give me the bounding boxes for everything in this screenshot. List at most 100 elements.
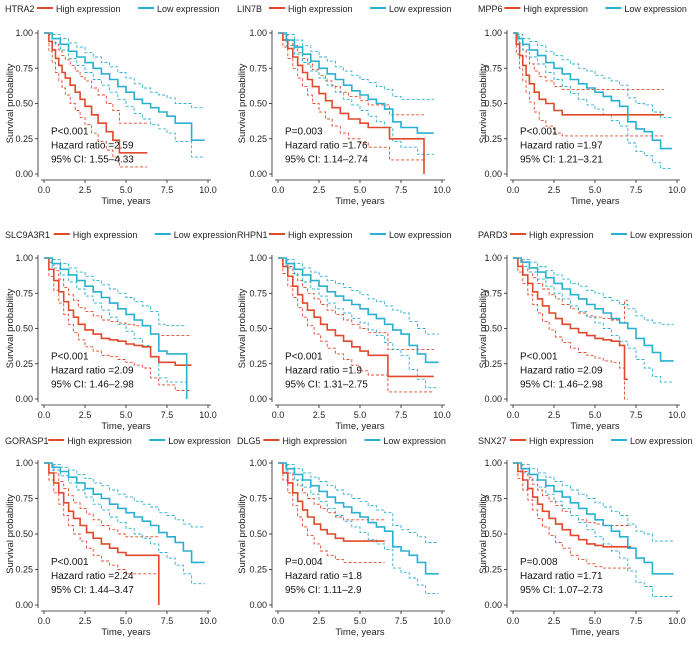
x-tick-label: 5.0	[354, 616, 367, 626]
ci-upper-high	[278, 32, 424, 116]
y-tick-label: 0.25	[484, 134, 502, 144]
x-tick-label: 2.5	[79, 616, 92, 626]
ci-lower-high	[44, 32, 148, 168]
confidence-interval: 95% CI: 1.14–2.74	[285, 155, 368, 166]
x-tick-label: 7.5	[630, 616, 643, 626]
x-tick-label: 5.0	[354, 410, 367, 420]
km-panel-lin7b: LIN7B High expression Low expression 0.00 0.…	[237, 4, 452, 207]
y-axis-label: Survival probability	[5, 288, 16, 368]
survival-curve-low	[44, 32, 205, 141]
x-tick-label: 10.0	[433, 185, 451, 195]
panel-title: RHPN1	[237, 230, 268, 240]
y-tick-label: 0.25	[15, 359, 33, 369]
x-tick-label: 7.5	[161, 616, 174, 626]
y-tick-label: 0.00	[15, 394, 33, 404]
x-axis-label: Time, years	[101, 421, 151, 432]
ci-lower-high	[278, 32, 424, 161]
y-axis-label: Survival probability	[237, 288, 248, 368]
legend-high-label: High expression	[529, 230, 594, 240]
y-tick-label: 0.00	[484, 600, 502, 610]
ci-upper-low	[513, 257, 674, 325]
y-tick-label: 0.75	[484, 494, 502, 504]
p-value: P<0.001	[520, 127, 558, 138]
panel-title: SNX27	[478, 436, 507, 446]
x-tick-label: 0.0	[272, 185, 285, 195]
survival-curve-low	[513, 462, 674, 575]
y-tick-label: 0.00	[249, 394, 267, 404]
y-tick-label: 0.25	[249, 565, 267, 575]
confidence-interval: 95% CI: 1.07–2.73	[520, 585, 603, 596]
x-tick-label: 2.5	[548, 410, 561, 420]
survival-curve-high	[513, 462, 632, 548]
hazard-ratio: Hazard ratio =1.97	[520, 141, 603, 152]
ci-upper-high	[278, 257, 434, 351]
y-tick-label: 0.25	[15, 134, 33, 144]
y-tick-label: 0.00	[484, 169, 502, 179]
y-tick-label: 0.00	[15, 169, 33, 179]
y-axis-label: Survival probability	[5, 63, 16, 143]
x-tick-label: 5.0	[120, 410, 133, 420]
panel-title: LIN7B	[237, 4, 262, 14]
x-tick-label: 0.0	[38, 185, 51, 195]
legend-low-label: Low expression	[383, 436, 446, 446]
legend-high-label: High expression	[529, 436, 594, 446]
x-tick-label: 0.0	[38, 616, 51, 626]
hazard-ratio: Hazard ratio =1.8	[285, 571, 362, 582]
km-panel-rhpn1: RHPN1 High expression Low expression 0.00 0.…	[237, 230, 452, 432]
ci-lower-high	[513, 32, 664, 137]
legend-low-label: Low expression	[630, 436, 693, 446]
ci-upper-high	[44, 32, 148, 124]
hazard-ratio: Hazard ratio =2.24	[51, 571, 134, 582]
y-tick-label: 1.00	[249, 458, 267, 468]
panel-title: DLG5	[237, 436, 261, 446]
y-axis-label: Survival probability	[237, 63, 248, 143]
ci-lower-high	[44, 257, 192, 391]
x-tick-label: 7.5	[161, 185, 174, 195]
confidence-interval: 95% CI: 1.46–2.98	[51, 380, 134, 391]
survival-curve-high	[44, 32, 148, 154]
y-tick-label: 0.75	[484, 63, 502, 73]
p-value: P<0.001	[51, 127, 89, 138]
y-tick-label: 0.75	[249, 494, 267, 504]
ci-upper-low	[278, 32, 434, 100]
x-tick-label: 10.0	[668, 616, 686, 626]
x-tick-label: 2.5	[79, 185, 92, 195]
x-axis-label: Time, years	[101, 196, 151, 207]
x-tick-label: 0.0	[38, 410, 51, 420]
x-tick-label: 10.0	[199, 616, 217, 626]
x-tick-label: 0.0	[507, 185, 520, 195]
x-tick-label: 5.0	[120, 616, 133, 626]
p-value: P=0.003	[285, 127, 323, 138]
panel-title: HTRA2	[5, 4, 35, 14]
survival-curve-high	[44, 257, 192, 366]
survival-curve-low	[513, 257, 674, 362]
legend-low-label: Low expression	[174, 230, 237, 240]
hazard-ratio: Hazard ratio =2.09	[520, 366, 603, 377]
km-panel-dlg5: DLG5 High expression Low expression 0.00 0.2…	[237, 436, 451, 638]
km-panel-gorasp1: GORASP1 High expression Low expression0.00…	[5, 436, 231, 638]
x-tick-label: 10.0	[199, 410, 217, 420]
x-tick-label: 5.0	[589, 185, 602, 195]
y-tick-label: 1.00	[484, 28, 502, 38]
x-tick-label: 2.5	[548, 185, 561, 195]
y-tick-label: 1.00	[484, 458, 502, 468]
x-tick-label: 0.0	[507, 410, 520, 420]
ci-lower-high	[44, 462, 159, 575]
survival-curve-high	[44, 462, 160, 605]
y-tick-label: 0.75	[484, 288, 502, 298]
x-tick-label: 7.5	[161, 410, 174, 420]
x-tick-label: 5.0	[589, 410, 602, 420]
x-tick-label: 7.5	[630, 185, 643, 195]
y-tick-label: 1.00	[249, 253, 267, 263]
ci-lower-low	[44, 32, 205, 158]
ci-upper-low	[44, 257, 187, 327]
x-tick-label: 2.5	[548, 616, 561, 626]
ci-lower-high	[278, 257, 434, 393]
survival-curve-low	[513, 32, 673, 150]
ci-upper-low	[44, 32, 205, 109]
hazard-ratio: Hazard ratio =2.09	[51, 366, 134, 377]
km-panel-snx27: SNX27 High expression Low expression 0.00 0.…	[478, 436, 693, 638]
y-tick-label: 0.25	[484, 565, 502, 575]
p-value: P<0.001	[51, 557, 89, 568]
